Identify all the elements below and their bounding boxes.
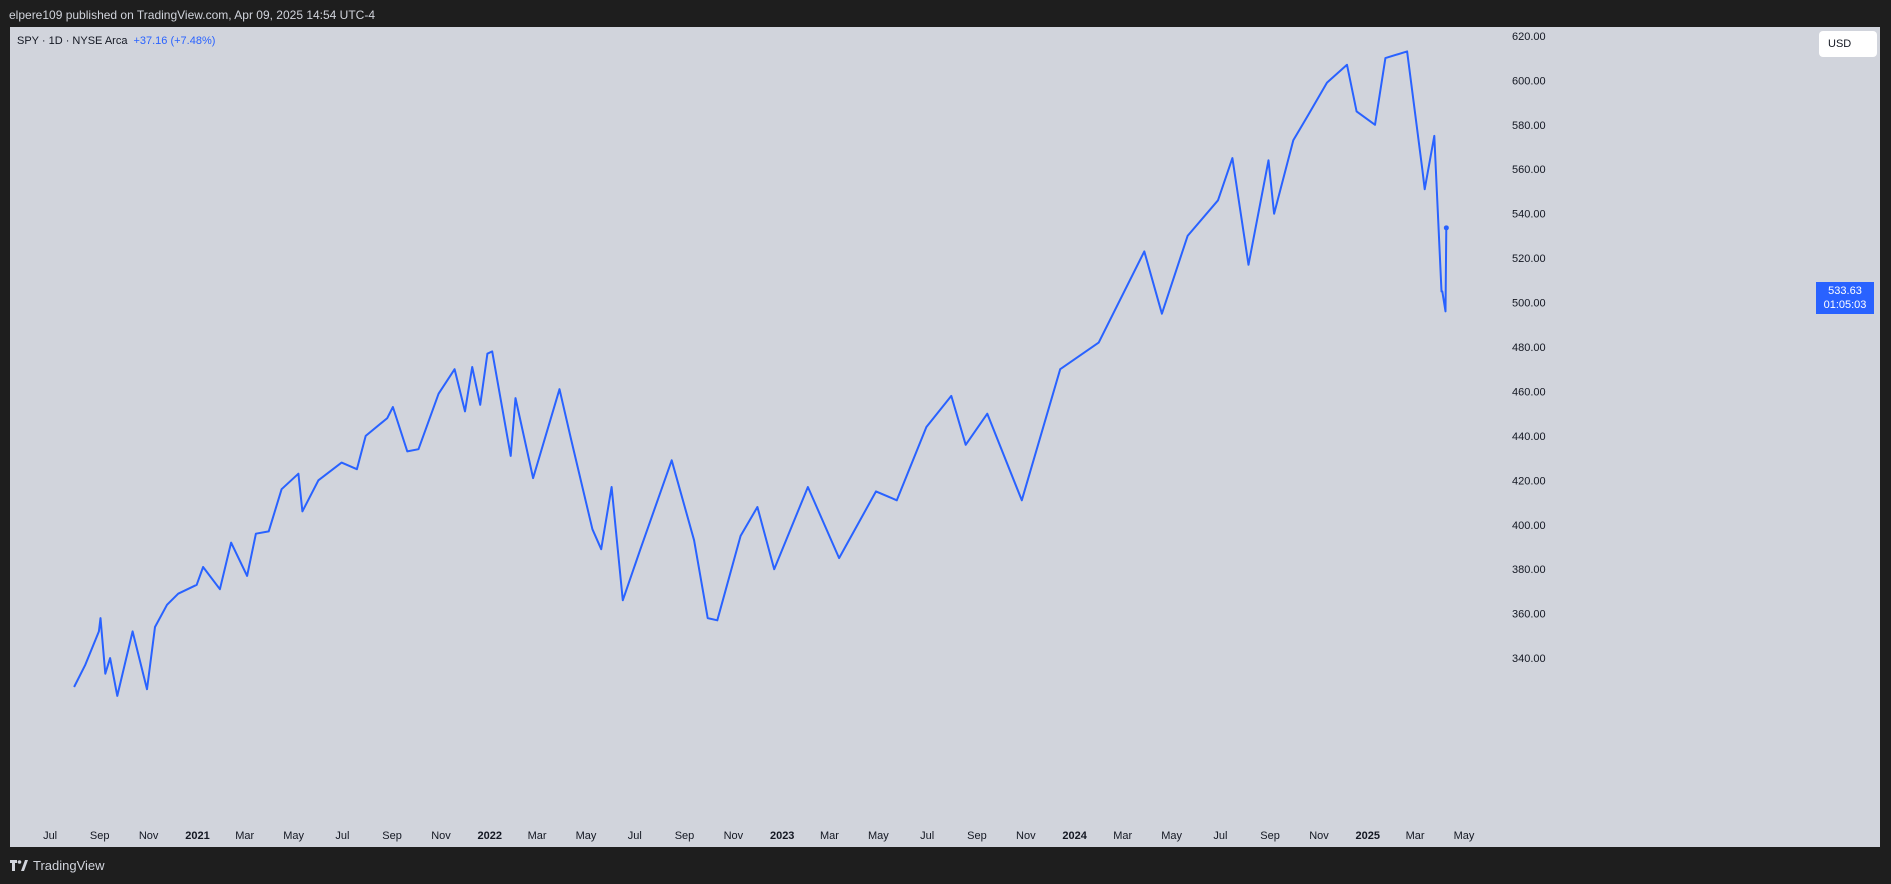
y-tick-label: 500.00	[1512, 298, 1546, 310]
y-tick-label: 420.00	[1512, 475, 1546, 487]
x-tick-label: May	[576, 830, 597, 842]
x-tick-label: Mar	[528, 830, 547, 842]
y-tick-label: 580.00	[1512, 120, 1546, 132]
y-tick-label: 540.00	[1512, 209, 1546, 221]
last-price-label: 533.63 01:05:03	[1816, 282, 1874, 314]
last-price-point	[1443, 225, 1449, 231]
last-price: 533.63	[1828, 285, 1862, 297]
x-tick-label: Jul	[1213, 830, 1227, 842]
y-tick-label: 600.00	[1512, 75, 1546, 87]
x-tick-label: May	[868, 830, 889, 842]
tradingview-logo-icon	[10, 859, 28, 871]
x-tick-label: Mar	[1113, 830, 1132, 842]
x-tick-label: 2021	[185, 830, 209, 842]
y-tick-label: 400.00	[1512, 520, 1546, 532]
y-tick-label: 620.00	[1512, 31, 1546, 43]
x-tick-label: Nov	[1016, 830, 1036, 842]
symbol-legend: SPY · 1D · NYSE Arca +37.16 (+7.48%)	[17, 35, 215, 47]
price-line	[73, 50, 1448, 697]
y-tick-label: 440.00	[1512, 431, 1546, 443]
x-tick-label: Nov	[724, 830, 744, 842]
x-tick-label: Jul	[43, 830, 57, 842]
x-tick-label: Mar	[820, 830, 839, 842]
x-tick-label: Nov	[1309, 830, 1329, 842]
symbol-info[interactable]: SPY · 1D · NYSE Arca	[17, 35, 128, 47]
published-info: elpere109 published on TradingView.com, …	[9, 8, 376, 22]
x-tick-label: 2022	[478, 830, 502, 842]
x-tick-label: 2025	[1356, 830, 1380, 842]
x-tick-label: Nov	[431, 830, 451, 842]
y-tick-label: 360.00	[1512, 609, 1546, 621]
x-tick-label: Sep	[675, 830, 695, 842]
x-tick-label: 2023	[770, 830, 794, 842]
x-tick-label: Sep	[1260, 830, 1280, 842]
x-tick-label: May	[1454, 830, 1475, 842]
x-tick-label: Sep	[967, 830, 987, 842]
x-tick-label: Sep	[382, 830, 402, 842]
x-tick-label: Jul	[628, 830, 642, 842]
change-value: +37.16 (+7.48%)	[133, 35, 216, 47]
y-tick-label: 560.00	[1512, 164, 1546, 176]
x-tick-label: May	[1161, 830, 1182, 842]
footer[interactable]: TradingView	[10, 858, 105, 873]
y-tick-label: 520.00	[1512, 253, 1546, 265]
x-tick-label: Jul	[920, 830, 934, 842]
y-tick-label: 380.00	[1512, 564, 1546, 576]
top-bar: elpere109 published on TradingView.com, …	[0, 0, 1891, 27]
bar-countdown: 01:05:03	[1823, 299, 1867, 311]
footer-brand: TradingView	[33, 858, 105, 873]
currency-button[interactable]: USD	[1819, 31, 1877, 57]
x-tick-label: Sep	[90, 830, 110, 842]
y-tick-label: 340.00	[1512, 653, 1546, 665]
x-tick-label: Jul	[335, 830, 349, 842]
chart-panel[interactable]: 620.00 600.00 580.00 560.00 540.00 520.00 500.…	[10, 27, 1880, 847]
price-chart[interactable]: 620.00 600.00 580.00 560.00 540.00 520.00 500.…	[10, 27, 1880, 847]
x-tick-label: Nov	[139, 830, 159, 842]
x-tick-label: May	[283, 830, 304, 842]
y-tick-label: 480.00	[1512, 342, 1546, 354]
y-tick-label: 460.00	[1512, 386, 1546, 398]
x-tick-label: Mar	[235, 830, 254, 842]
x-tick-label: Mar	[1406, 830, 1425, 842]
x-tick-label: 2024	[1062, 830, 1087, 842]
